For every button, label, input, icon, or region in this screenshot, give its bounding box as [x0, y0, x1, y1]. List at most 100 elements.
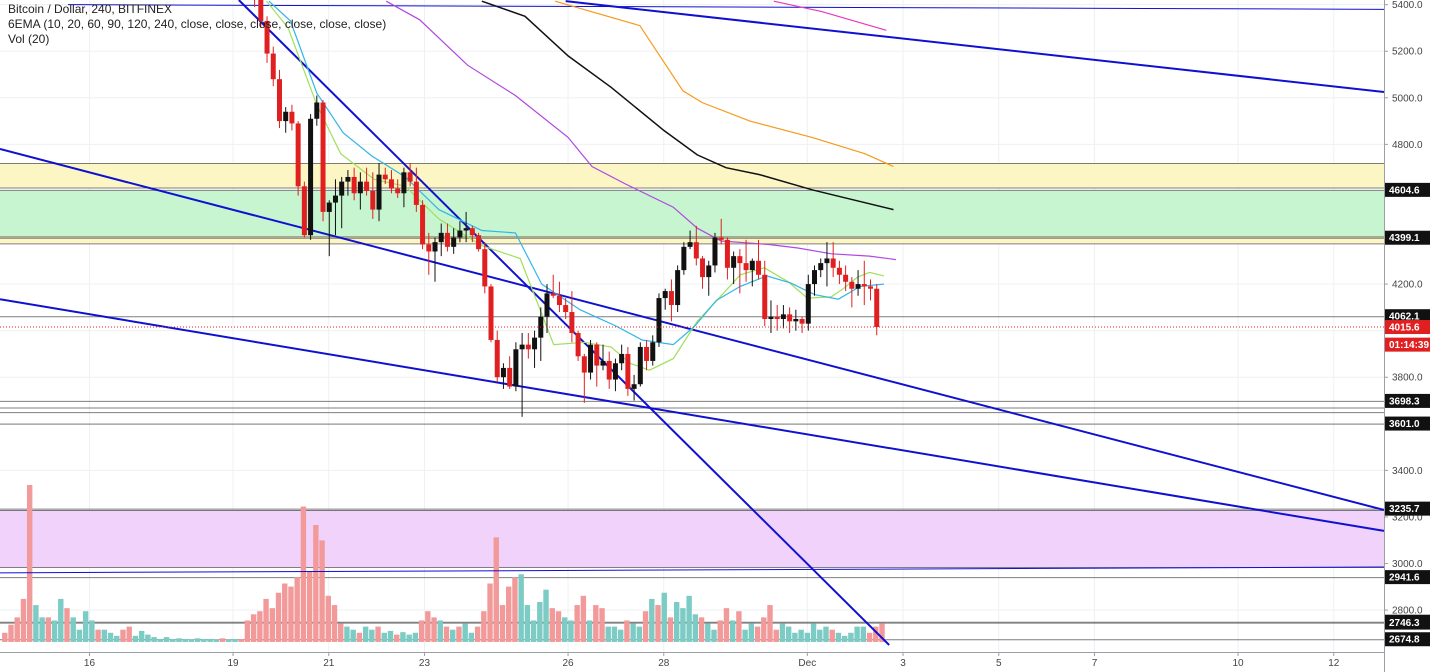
volume-bar-86	[537, 601, 543, 642]
volume-bar-107	[667, 617, 674, 642]
volume-bars	[2, 485, 885, 642]
volume-bar-7	[45, 617, 52, 642]
y-tick-label-2: 5000.0	[1392, 93, 1423, 104]
zone-3	[0, 509, 1384, 568]
volume-bar-13	[82, 611, 89, 642]
volume-bar-23	[145, 634, 151, 642]
volume-bar-32	[201, 638, 207, 642]
volume-bar-1	[8, 624, 14, 642]
candle-body-2	[264, 20, 270, 54]
volume-bar-62	[387, 630, 394, 642]
candle-body-76	[724, 239, 730, 268]
price-tag-1: 4399.1	[1385, 230, 1430, 245]
candle-body-23	[395, 188, 401, 194]
volume-bar-99	[617, 629, 624, 642]
volume-bar-120	[748, 623, 755, 642]
volume-bar-89	[555, 611, 562, 642]
x-tick-label-6: Dec	[798, 658, 816, 669]
volume-bar-133	[829, 629, 835, 642]
volume-bar-134	[835, 632, 842, 642]
volume-bar-31	[194, 638, 201, 642]
volume-bar-131	[817, 629, 823, 642]
volume-bar-19	[120, 629, 126, 642]
volume-bar-60	[375, 626, 381, 642]
candle-body-27	[420, 204, 426, 245]
candle-body-61	[631, 384, 637, 389]
candle-body-11	[320, 102, 326, 212]
volume-bar-65	[406, 634, 412, 642]
candle-body-79	[743, 263, 749, 271]
volume-bar-122	[761, 617, 767, 642]
volume-bar-40	[250, 614, 257, 642]
y-tick-label-3: 4800.0	[1392, 140, 1423, 151]
candle-body-25	[407, 172, 413, 182]
volume-bar-94	[586, 620, 593, 642]
price-tag-label-6: 3601.0	[1389, 419, 1420, 430]
price-tag-0: 4604.6	[1385, 182, 1430, 197]
volume-bar-42	[263, 598, 269, 642]
candle-body-20	[376, 174, 382, 210]
volume-bar-105	[655, 605, 661, 642]
price-tag-bg-7	[1385, 501, 1430, 516]
volume-bar-53	[331, 605, 338, 642]
price-tag-bg-2	[1385, 309, 1430, 324]
volume-bar-112	[698, 617, 705, 642]
candle-body-39	[494, 339, 500, 378]
candle-body-69	[681, 246, 687, 271]
candle-body-41	[507, 367, 513, 387]
volume-bar-46	[288, 586, 294, 642]
volume-bar-8	[51, 620, 58, 642]
candle-body-60	[625, 353, 631, 389]
candle-body-48	[550, 293, 556, 296]
volume-bar-76	[474, 626, 481, 642]
volume-bar-48	[300, 506, 307, 642]
candle-body-81	[756, 260, 762, 275]
volume-bar-77	[481, 611, 487, 642]
trendline-3	[0, 298, 1385, 532]
x-tick-label-11: 12	[1328, 658, 1340, 669]
volume-bar-18	[114, 635, 120, 642]
volume-bar-103	[642, 611, 649, 642]
zones	[0, 163, 1384, 568]
candle-body-8	[301, 186, 307, 236]
y-tick-label-8: 3800.0	[1392, 373, 1423, 384]
volume-bar-79	[493, 537, 499, 642]
volume-bar-70	[437, 620, 443, 642]
volume-bar-30	[188, 639, 195, 642]
volume-bar-85	[530, 620, 537, 642]
volume-bar-0	[2, 632, 8, 642]
volume-bar-140	[873, 626, 879, 642]
volume-bar-115	[717, 620, 723, 642]
y-tick-label-1: 5200.0	[1392, 47, 1423, 58]
candle-body-51	[569, 312, 575, 333]
x-tick-label-10: 10	[1232, 658, 1244, 669]
price-tag-10: 2746.3	[1385, 615, 1430, 630]
candle-body-40	[500, 367, 506, 378]
trendline-0	[67, 4, 1385, 10]
volume-bar-137	[854, 626, 860, 642]
y-tick-label-11: 3200.0	[1392, 512, 1423, 523]
candle-body-66	[662, 291, 668, 299]
volume-bar-44	[275, 592, 282, 642]
candle-body-3	[270, 53, 276, 80]
candles	[254, 0, 880, 417]
price-tag-bg-3	[1385, 320, 1430, 335]
volume-bar-117	[729, 620, 736, 642]
volume-bar-22	[138, 630, 145, 642]
trendline-1	[565, 0, 1385, 93]
candle-body-92	[824, 258, 830, 264]
y-tick-label-13: 2800.0	[1392, 606, 1423, 617]
candle-body-75	[718, 237, 724, 240]
candle-body-29	[432, 242, 438, 252]
candle-body-21	[382, 174, 388, 180]
volume-bar-55	[344, 626, 350, 642]
volume-bar-9	[58, 598, 64, 642]
candle-body-26	[413, 181, 419, 205]
volume-bar-43	[269, 608, 276, 642]
candle-body-77	[731, 256, 737, 268]
price-tag-2: 4062.1	[1385, 309, 1430, 324]
volume-bar-81	[506, 586, 512, 642]
volume-bar-68	[425, 611, 431, 642]
